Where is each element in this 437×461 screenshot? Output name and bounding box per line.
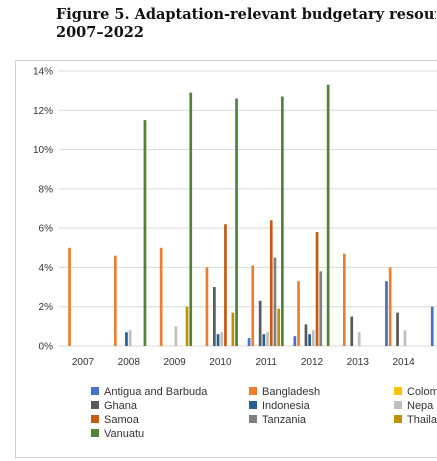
bar-bangladesh bbox=[68, 247, 71, 346]
bar-indonesia bbox=[216, 334, 220, 346]
bar-ghana bbox=[350, 316, 354, 346]
legend-swatch bbox=[249, 387, 257, 395]
bar-samoa bbox=[269, 220, 273, 346]
bar-bangladesh bbox=[388, 267, 392, 346]
bar-nepal bbox=[220, 332, 224, 346]
bar-vanuatu bbox=[281, 96, 284, 347]
legend-swatch bbox=[91, 415, 99, 423]
bar-indonesia bbox=[125, 332, 128, 346]
y-tick-label: 8% bbox=[39, 184, 54, 195]
bar-nepal bbox=[128, 330, 132, 346]
bar-vanuatu bbox=[235, 98, 238, 346]
bar-chart: 0% 2% 4% 6% 8% 10% 12% 14% 2007 2008 2009 2010 2011… bbox=[33, 67, 437, 440]
bar-ghana bbox=[396, 312, 399, 346]
legend-swatch bbox=[249, 401, 257, 409]
y-tick-label: 12% bbox=[33, 106, 53, 117]
legend-label: Tanzania bbox=[262, 414, 307, 426]
bar-nepal bbox=[312, 330, 315, 346]
bar-thailand bbox=[185, 306, 189, 346]
chart-frame: 0% 2% 4% 6% 8% 10% 12% 14% 2007 2008 2009 2010 2011… bbox=[15, 60, 437, 458]
bar-ghana bbox=[304, 324, 308, 346]
bar-bangladesh bbox=[205, 267, 209, 346]
x-tick-label: 2012 bbox=[301, 357, 324, 368]
bar-antigua-and-barbuda bbox=[247, 338, 251, 346]
legend-label: Vanuatu bbox=[104, 428, 144, 440]
y-tick-label: 6% bbox=[39, 224, 54, 235]
chart-title-line-1: Figure 5. Adaptation-relevant budgetary … bbox=[56, 6, 436, 23]
bar-vanuatu bbox=[326, 84, 330, 346]
bar-bangladesh bbox=[251, 265, 255, 346]
x-tick-label: 2013 bbox=[347, 357, 370, 368]
bar-bangladesh bbox=[343, 253, 346, 346]
bar-thailand bbox=[277, 308, 280, 346]
legend-swatch bbox=[91, 429, 99, 437]
x-tick-label: 2008 bbox=[118, 357, 141, 368]
legend-swatch bbox=[394, 387, 402, 395]
legend-label: Antigua and Barbuda bbox=[104, 386, 208, 398]
bar-vanuatu bbox=[189, 92, 193, 346]
bar-antigua-and-barbuda bbox=[293, 336, 297, 346]
bar-antigua-and-barbuda bbox=[430, 306, 434, 346]
legend-label: Nepa bbox=[407, 400, 434, 412]
y-tick-label: 4% bbox=[39, 263, 54, 274]
y-tick-label: 0% bbox=[39, 342, 54, 353]
bar-vanuatu bbox=[143, 120, 147, 346]
grid-lines bbox=[59, 70, 437, 347]
bar-bangladesh bbox=[114, 255, 117, 346]
bar-bangladesh bbox=[159, 247, 163, 346]
x-tick-label: 2011 bbox=[255, 357, 277, 368]
legend-label: Thaila bbox=[407, 414, 437, 426]
bar-indonesia bbox=[262, 334, 266, 346]
x-tick-label: 2010 bbox=[209, 357, 232, 368]
legend-label: Bangladesh bbox=[262, 386, 320, 398]
bar-nepal bbox=[266, 332, 269, 346]
legend-label: Indonesia bbox=[262, 400, 311, 412]
legend-label: Ghana bbox=[104, 400, 138, 412]
bar-samoa bbox=[224, 224, 227, 346]
legend-label: Colom bbox=[407, 386, 437, 398]
bar-indonesia bbox=[308, 334, 311, 346]
legend-swatch bbox=[394, 401, 402, 409]
bar-tanzania bbox=[273, 257, 277, 346]
bar-thailand bbox=[231, 312, 235, 346]
bar-nepal bbox=[357, 332, 361, 346]
bar-tanzania bbox=[319, 271, 323, 346]
y-tick-label: 10% bbox=[33, 145, 53, 156]
legend-swatch bbox=[91, 401, 99, 409]
bar-samoa bbox=[315, 232, 319, 346]
bar-nepal bbox=[174, 326, 178, 346]
chart-title: Figure 5. Adaptation-relevant budgetary … bbox=[56, 6, 436, 42]
bar-antigua-and-barbuda bbox=[385, 281, 388, 346]
legend-swatch bbox=[91, 387, 99, 395]
x-tick-label: 2007 bbox=[72, 357, 95, 368]
y-axis-ticks: 0% 2% 4% 6% 8% 10% 12% 14% bbox=[33, 67, 53, 353]
legend: Antigua and Barbuda Bangladesh Colom Ghana I… bbox=[91, 386, 437, 440]
bar-bangladesh bbox=[297, 281, 300, 346]
chart-title-line-2: 2007–2022 bbox=[56, 24, 144, 41]
x-tick-label: 2009 bbox=[163, 357, 186, 368]
bar-ghana bbox=[258, 300, 262, 346]
y-tick-label: 2% bbox=[39, 302, 54, 313]
bar-nepal bbox=[403, 330, 407, 346]
legend-label: Samoa bbox=[104, 414, 140, 426]
bar-ghana bbox=[213, 287, 216, 346]
x-axis-ticks: 200720082009201020112012201320142015 bbox=[72, 357, 415, 368]
x-tick-label: 2014 bbox=[392, 357, 415, 368]
bars bbox=[68, 84, 434, 347]
legend-swatch bbox=[249, 415, 257, 423]
legend-swatch bbox=[394, 415, 402, 423]
y-tick-label: 14% bbox=[33, 67, 53, 78]
